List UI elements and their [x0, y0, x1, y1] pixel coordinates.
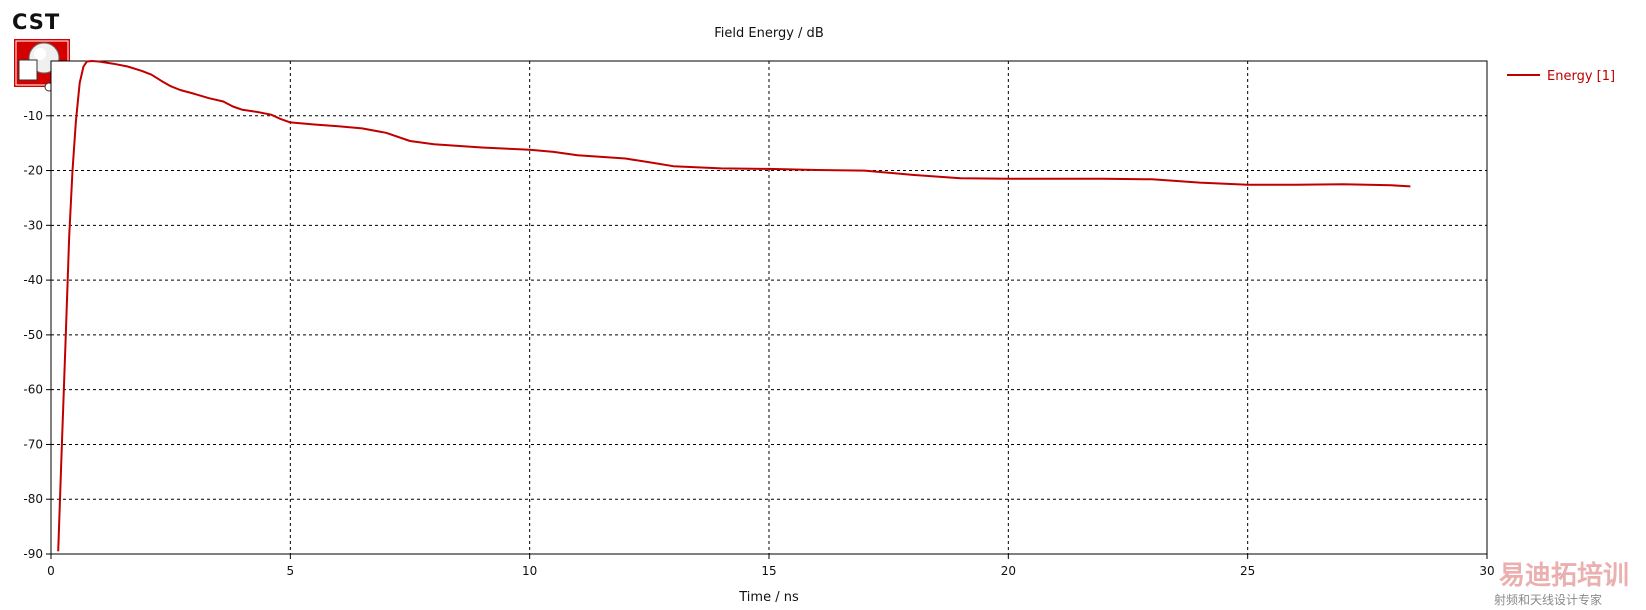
x-tick-label: 0 — [47, 564, 55, 578]
x-tick-label: 10 — [522, 564, 537, 578]
x-tick-label: 20 — [1001, 564, 1016, 578]
chart-title: Field Energy / dB — [714, 26, 823, 41]
y-axis: -10 -20 -30 -40 -50 -60 -70 -80 -90 — [23, 109, 51, 561]
x-tick-label: 15 — [761, 564, 776, 578]
watermark-title: 易迪拓培训 — [1499, 561, 1629, 591]
y-tick-label: -10 — [23, 109, 43, 123]
y-tick-label: -70 — [23, 437, 43, 451]
watermark: 易迪拓培训 射频和天线设计专家 — [1494, 561, 1629, 607]
legend[interactable]: Energy [1] — [1507, 69, 1615, 84]
y-tick-label: -90 — [23, 547, 43, 561]
y-tick-label: -60 — [23, 383, 43, 397]
y-tick-label: -50 — [23, 328, 43, 342]
grid — [51, 61, 1487, 554]
y-tick-label: -80 — [23, 492, 43, 506]
x-tick-label: 25 — [1240, 564, 1255, 578]
series-layer — [57, 60, 1411, 552]
legend-label: Energy [1] — [1547, 69, 1615, 84]
y-tick-label: -40 — [23, 273, 43, 287]
y-tick-label: -20 — [23, 164, 43, 178]
logo-text: CST — [12, 10, 60, 34]
y-tick-label: -30 — [23, 218, 43, 232]
x-tick-label: 30 — [1479, 564, 1494, 578]
watermark-subtitle: 射频和天线设计专家 — [1494, 592, 1602, 607]
x-axis: 0 5 10 15 20 25 30 — [47, 554, 1495, 578]
series-line-energy-1 — [57, 60, 1411, 552]
x-tick-label: 5 — [287, 564, 295, 578]
x-axis-title: Time / ns — [738, 590, 799, 605]
